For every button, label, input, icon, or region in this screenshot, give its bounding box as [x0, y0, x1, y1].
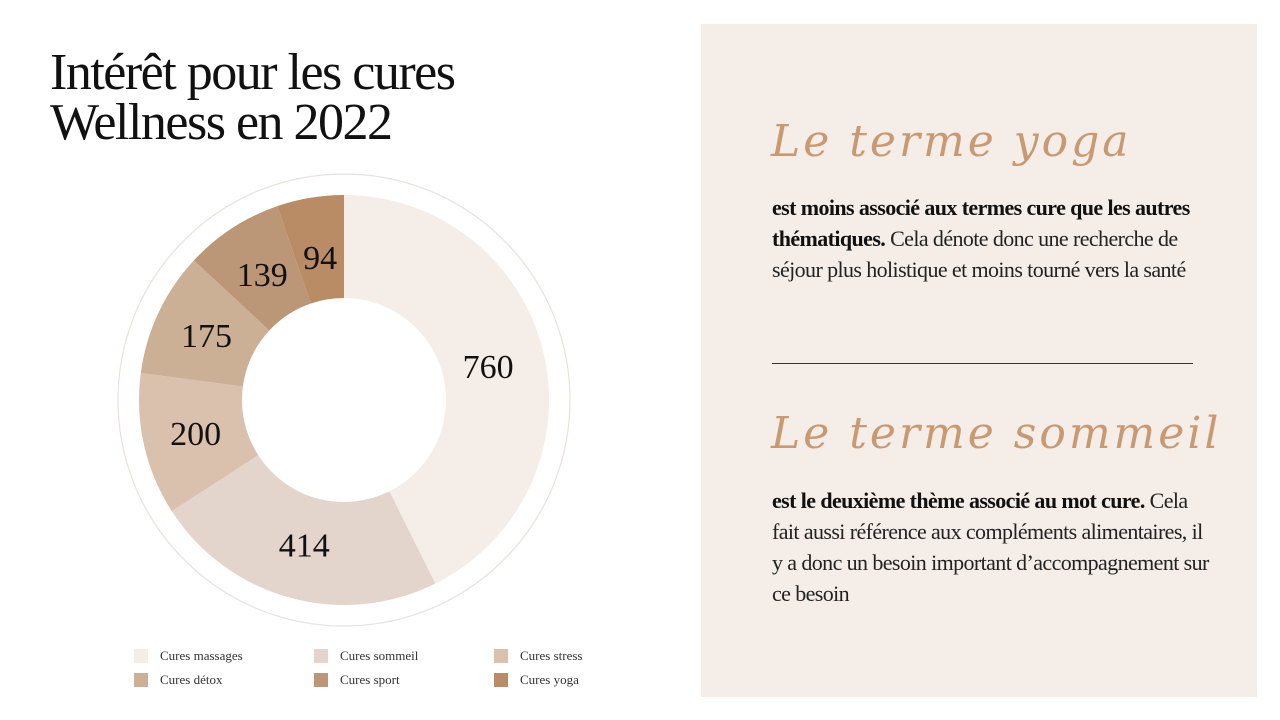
sommeil-paragraph-rest: Cela fait aussi référence aux complément…	[772, 488, 1209, 606]
yoga-heading: Le terme yoga	[771, 116, 1132, 167]
chart-legend: Cures massages Cures sommeil Cures stress C…	[134, 648, 654, 688]
slice-sommeil	[171, 455, 436, 605]
legend-item-stress: Cures stress	[494, 648, 654, 664]
slice-sport	[193, 206, 311, 331]
sommeil-heading: Le terme sommeil	[771, 408, 1222, 459]
legend-swatch-detox	[134, 673, 148, 687]
yoga-paragraph-rest: Cela dénote donc une recherche de séjour…	[772, 226, 1186, 282]
legend-item-yoga: Cures yoga	[494, 672, 654, 688]
donut-outer-ring	[117, 173, 571, 627]
title-line-2: Wellness en 2022	[50, 94, 393, 151]
slice-label-yoga: 94	[303, 240, 337, 277]
legend-item-sommeil: Cures sommeil	[314, 648, 494, 664]
slice-detox	[140, 260, 270, 387]
legend-label-detox: Cures détox	[160, 672, 223, 687]
slice-label-sommeil: 414	[279, 528, 330, 565]
chart-area: 760 414 200 175 139 94	[117, 173, 571, 627]
slice-stress	[139, 372, 259, 512]
slice-yoga	[277, 195, 344, 304]
legend-label-sport: Cures sport	[340, 672, 400, 687]
legend-label-yoga: Cures yoga	[520, 672, 579, 687]
page-title: Intérêt pour les cures Wellness en 2022	[50, 44, 610, 151]
legend-swatch-massages	[134, 649, 148, 663]
slice-label-sport: 139	[237, 257, 288, 294]
slice-label-stress: 200	[170, 416, 221, 453]
sommeil-paragraph: est le deuxième thème associé au mot cur…	[772, 485, 1212, 609]
sommeil-paragraph-bold: est le deuxième thème associé au mot cur…	[772, 488, 1145, 513]
legend-label-sommeil: Cures sommeil	[340, 648, 419, 663]
legend-label-massages: Cures massages	[160, 648, 243, 663]
slice-label-massages: 760	[463, 349, 514, 386]
info-panel: Le terme yoga est moins associé aux term…	[701, 24, 1257, 697]
legend-swatch-sport	[314, 673, 328, 687]
title-line-1: Intérêt pour les cures	[50, 44, 456, 101]
legend-item-sport: Cures sport	[314, 672, 494, 688]
legend-swatch-sommeil	[314, 649, 328, 663]
yoga-paragraph-bold: est moins associé aux termes cure que le…	[772, 195, 1190, 251]
legend-swatch-stress	[494, 649, 508, 663]
legend-swatch-yoga	[494, 673, 508, 687]
slice-label-detox: 175	[181, 318, 232, 355]
legend-item-massages: Cures massages	[134, 648, 314, 664]
divider	[772, 363, 1193, 364]
legend-item-detox: Cures détox	[134, 672, 314, 688]
slice-massages	[344, 195, 550, 584]
yoga-paragraph: est moins associé aux termes cure que le…	[772, 192, 1212, 285]
legend-label-stress: Cures stress	[520, 648, 583, 663]
